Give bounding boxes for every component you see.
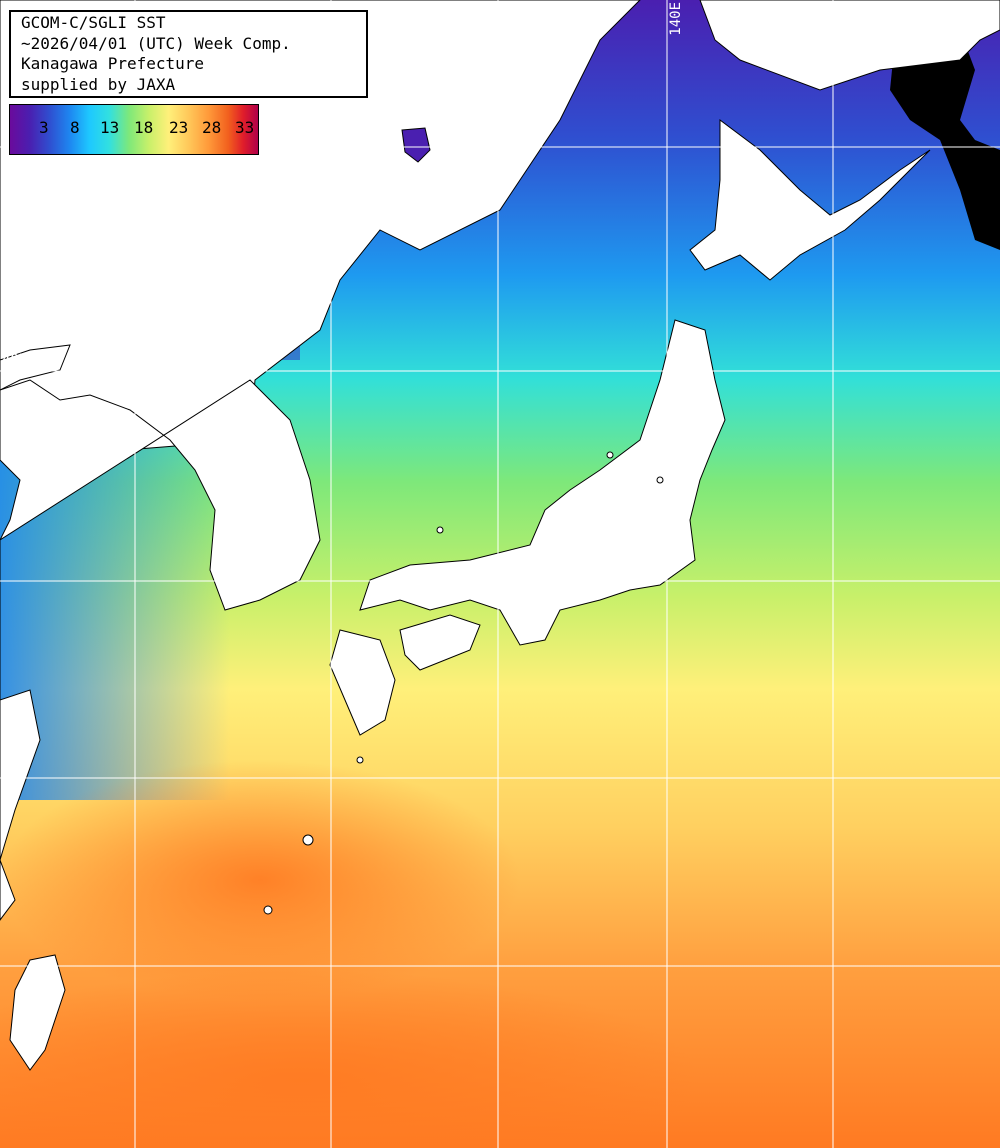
latitude-label: 40N bbox=[2, 352, 28, 368]
land-taiwan bbox=[9, 954, 66, 1071]
scale-tick: 3 bbox=[39, 118, 49, 137]
scale-tick: 18 bbox=[134, 118, 154, 137]
data-source: supplied by JAXA bbox=[21, 74, 176, 94]
color-scale-labels: 3 8 13 18 23 28 33 bbox=[9, 118, 259, 140]
color-scale-bar bbox=[9, 104, 259, 155]
scale-tick: 23 bbox=[169, 118, 189, 137]
no-data-area bbox=[890, 30, 1000, 250]
land-sakhalin bbox=[699, 0, 1000, 91]
land-shikoku bbox=[399, 614, 481, 671]
land-hokkaido bbox=[689, 119, 931, 281]
land-honshu bbox=[359, 319, 726, 646]
info-box: GCOM-C/SGLI SST ~2026/04/01 (UTC) Week C… bbox=[9, 10, 368, 98]
land-korea bbox=[0, 379, 321, 861]
scale-tick: 8 bbox=[70, 118, 80, 137]
warm-region-south bbox=[0, 970, 700, 1148]
scale-tick: 28 bbox=[202, 118, 222, 137]
warm-region bbox=[0, 760, 520, 1000]
prefecture-name: Kanagawa Prefecture bbox=[21, 54, 205, 73]
island-dokdo-area bbox=[401, 127, 431, 163]
longitude-label: 140E bbox=[668, 2, 684, 36]
islands bbox=[263, 127, 664, 915]
land-kyushu bbox=[329, 629, 396, 736]
composite-date: ~2026/04/01 (UTC) Week Comp. bbox=[21, 33, 291, 53]
scale-tick: 13 bbox=[100, 118, 120, 137]
product-title: GCOM-C/SGLI SST bbox=[21, 13, 166, 32]
land-mainland-south bbox=[0, 859, 16, 921]
land-shandong bbox=[0, 344, 71, 391]
scale-tick: 33 bbox=[235, 118, 255, 137]
